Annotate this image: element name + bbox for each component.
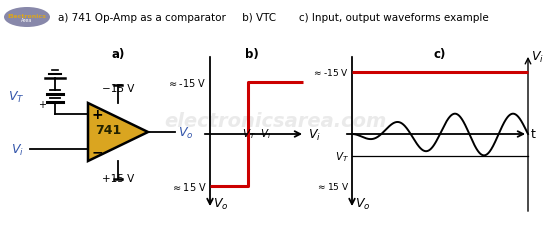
Text: $\approx$15 V: $\approx$15 V — [171, 180, 207, 192]
Text: $V_i$: $V_i$ — [11, 142, 24, 157]
Text: $V_o$: $V_o$ — [355, 196, 370, 211]
Text: $V_T$: $V_T$ — [242, 126, 256, 140]
Text: −15 V: −15 V — [102, 84, 134, 94]
Text: a): a) — [111, 48, 125, 61]
Text: Area: Area — [21, 18, 33, 23]
Text: b): b) — [245, 48, 259, 61]
Text: $\approx$-15 V: $\approx$-15 V — [312, 67, 349, 78]
Text: 741: 741 — [95, 123, 121, 136]
Text: a) 741 Op-Amp as a comparator     b) VTC       c) Input, output waveforms exampl: a) 741 Op-Amp as a comparator b) VTC c) … — [58, 13, 489, 23]
Text: +15 V: +15 V — [102, 173, 134, 183]
Text: −: − — [91, 144, 103, 158]
Text: Electronics: Electronics — [8, 14, 46, 18]
Text: c): c) — [434, 48, 446, 61]
Text: $V_i$: $V_i$ — [261, 126, 272, 140]
Text: $V_i$: $V_i$ — [531, 50, 544, 65]
Polygon shape — [88, 104, 148, 161]
Text: $V_T$: $V_T$ — [8, 89, 24, 104]
Text: $\approx$-15 V: $\approx$-15 V — [168, 77, 207, 89]
Text: t: t — [531, 128, 536, 141]
Text: $V_T$: $V_T$ — [335, 150, 349, 163]
Text: +: + — [38, 100, 46, 109]
Text: $\approx$15 V: $\approx$15 V — [316, 181, 349, 192]
Text: $V_o$: $V_o$ — [213, 196, 229, 211]
Text: electronicsarea.com: electronicsarea.com — [164, 112, 386, 131]
Text: $V_o$: $V_o$ — [178, 125, 193, 140]
Text: +: + — [91, 108, 103, 121]
Text: $V_i$: $V_i$ — [308, 127, 321, 142]
Ellipse shape — [4, 8, 50, 28]
